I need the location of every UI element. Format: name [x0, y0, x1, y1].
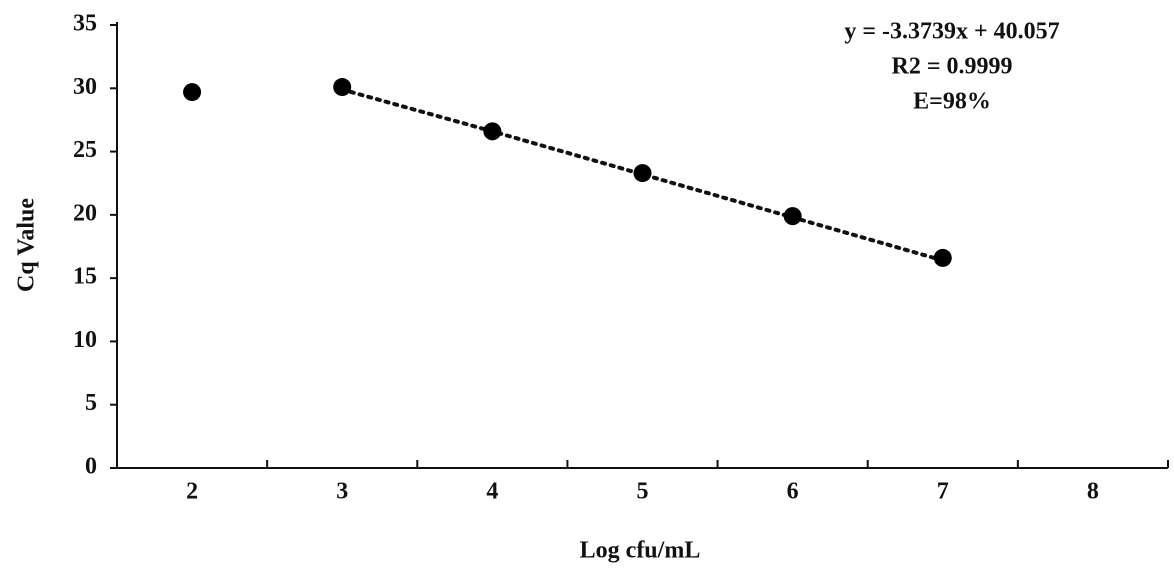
x-tick-label: 8	[1087, 479, 1099, 505]
y-tick-label: 10	[73, 327, 97, 353]
y-tick-label: 20	[73, 200, 97, 226]
x-tick-label: 6	[787, 479, 799, 505]
annotation: E=98%	[913, 89, 991, 115]
point	[333, 78, 352, 97]
annotation: y = -3.3739x + 40.057	[844, 19, 1059, 45]
x-tick-label: 2	[186, 479, 198, 505]
y-tick-label: 35	[73, 11, 97, 37]
y-tick-label: 15	[73, 264, 97, 290]
point	[183, 83, 202, 102]
point	[783, 207, 802, 226]
annotation: R2 = 0.9999	[891, 54, 1012, 80]
point	[633, 164, 652, 183]
y-axis-label: Cq Value	[14, 198, 40, 292]
x-tick-label: 5	[637, 479, 649, 505]
y-tick-label: 5	[85, 390, 97, 416]
x-tick-label: 3	[336, 479, 348, 505]
x-tick-label: 7	[937, 479, 949, 505]
x-tick-label: 4	[486, 479, 498, 505]
point	[933, 248, 952, 267]
point	[483, 122, 502, 141]
y-tick-label: 25	[73, 137, 97, 163]
y-tick-label: 30	[73, 74, 97, 100]
trendline	[340, 87, 945, 263]
y-tick-label: 0	[85, 454, 97, 480]
x-axis-label: Log cfu/mL	[580, 538, 701, 564]
